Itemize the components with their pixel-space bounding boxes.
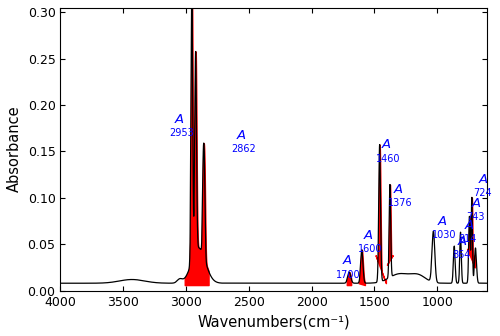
Text: $A$: $A$ — [478, 173, 489, 186]
Text: $A$: $A$ — [464, 219, 475, 232]
Text: 864: 864 — [452, 250, 470, 260]
Text: $A$: $A$ — [381, 138, 392, 152]
Text: 814: 814 — [459, 234, 477, 244]
Text: $A$: $A$ — [174, 113, 185, 126]
Text: 1376: 1376 — [388, 198, 413, 208]
Text: $A$: $A$ — [394, 183, 404, 196]
Text: 1030: 1030 — [432, 229, 456, 240]
Text: 724: 724 — [473, 188, 492, 198]
Text: $A$: $A$ — [342, 254, 352, 267]
Text: 1460: 1460 — [376, 154, 400, 164]
Text: 1700: 1700 — [336, 269, 361, 280]
Text: 1600: 1600 — [358, 245, 382, 254]
Text: $A$: $A$ — [363, 229, 374, 242]
Text: $A$: $A$ — [437, 215, 448, 227]
Text: $A$: $A$ — [458, 235, 468, 248]
Text: $A$: $A$ — [236, 129, 247, 142]
Y-axis label: Absorbance: Absorbance — [7, 106, 22, 193]
X-axis label: Wavenumbers(cm⁻¹): Wavenumbers(cm⁻¹) — [198, 314, 350, 329]
Text: 2953: 2953 — [169, 128, 194, 137]
Text: 743: 743 — [466, 212, 484, 222]
Text: 2862: 2862 — [231, 144, 256, 154]
Text: $A$: $A$ — [472, 197, 482, 210]
